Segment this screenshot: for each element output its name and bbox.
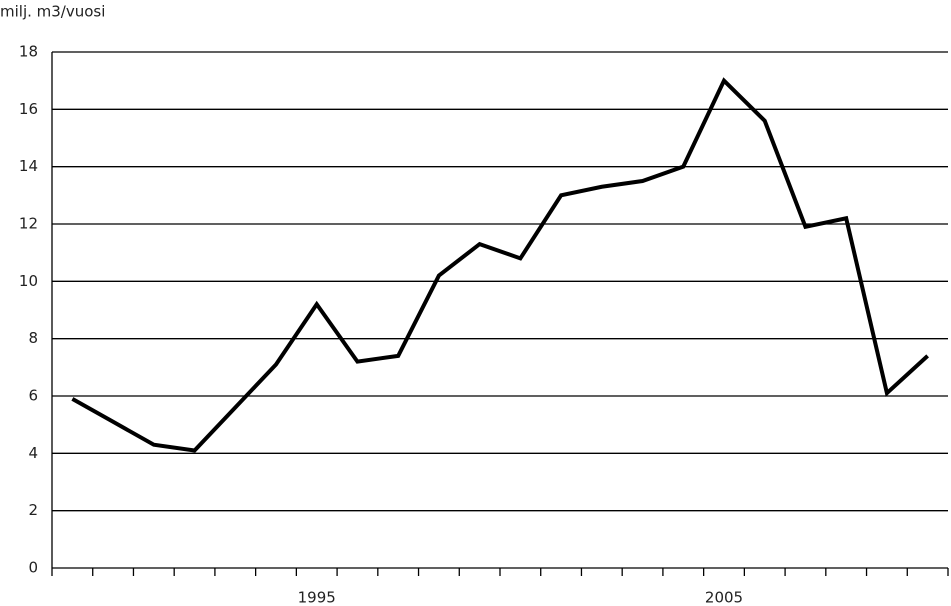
y-tick-label: 4 bbox=[28, 444, 38, 462]
y-tick-label: 8 bbox=[28, 329, 38, 347]
y-tick-label: 16 bbox=[19, 100, 38, 118]
x-tick-label: 1995 bbox=[298, 589, 336, 606]
y-tick-label: 12 bbox=[19, 215, 38, 233]
y-tick-label: 6 bbox=[28, 387, 38, 405]
y-tick-label: 18 bbox=[19, 43, 38, 61]
y-tick-label: 10 bbox=[19, 272, 38, 290]
data-line bbox=[71, 77, 929, 453]
y-tick-label: 0 bbox=[28, 559, 38, 577]
x-tick-label: 2005 bbox=[705, 589, 743, 606]
y-tick-label: 2 bbox=[28, 501, 38, 519]
y-axis-title: milj. m3/vuosi bbox=[0, 3, 105, 21]
y-tick-label: 14 bbox=[19, 157, 38, 175]
